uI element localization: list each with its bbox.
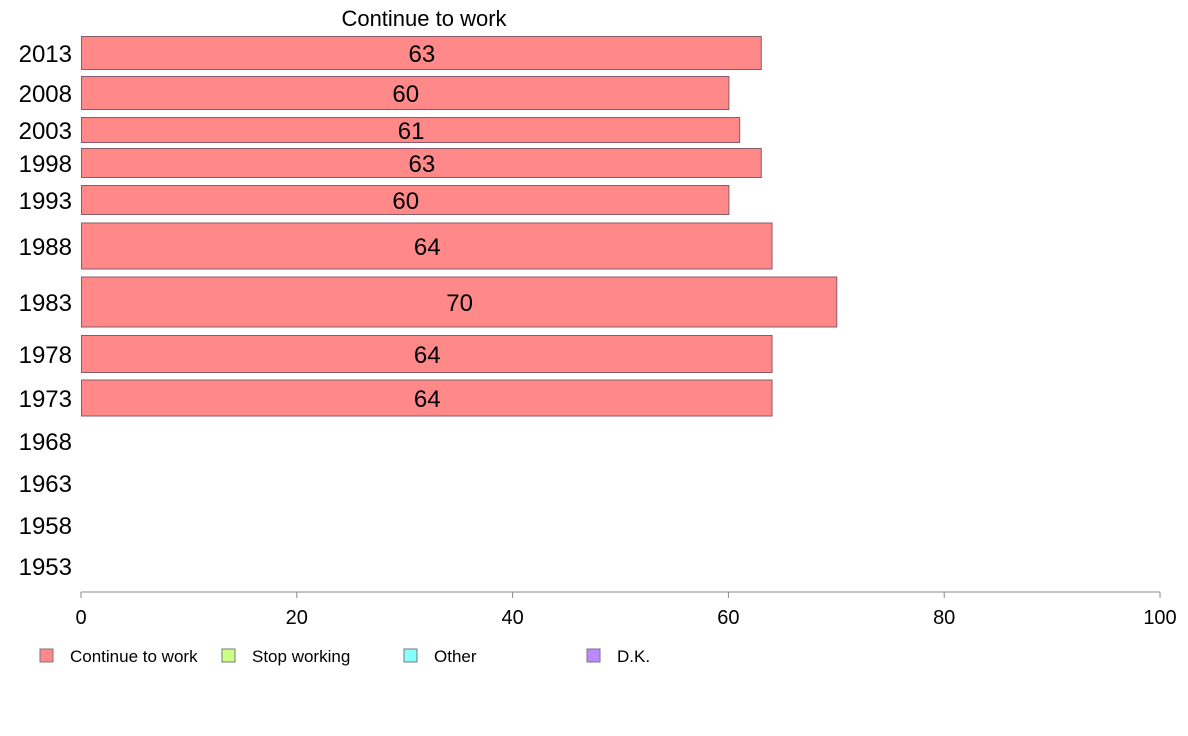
category-label: 1953 — [19, 554, 72, 581]
category-labels: 2013 2008 2003 1998 1993 1988 1983 1978 1973 1968… — [19, 41, 72, 581]
x-axis: 0 20 40 60 80 100 — [75, 591, 1177, 629]
bar — [81, 276, 838, 328]
category-label: 1998 — [19, 151, 72, 178]
bar-value-label: 64 — [414, 386, 441, 413]
bar — [81, 117, 741, 143]
x-tick-label: 0 — [75, 607, 86, 629]
bar — [81, 185, 730, 215]
category-label: 2008 — [19, 81, 72, 108]
bar — [81, 222, 773, 270]
category-label: 1988 — [19, 234, 72, 261]
bar-value-label: 64 — [414, 342, 441, 369]
legend-label: Continue to work — [70, 647, 198, 666]
x-tick-label: 100 — [1143, 607, 1176, 629]
category-label: 2013 — [19, 41, 72, 68]
category-label: 1958 — [19, 513, 72, 540]
legend-swatch — [586, 648, 601, 663]
bar-value-label: 64 — [414, 234, 441, 261]
category-label: 1993 — [19, 188, 72, 215]
category-label: 1973 — [19, 386, 72, 413]
bar — [81, 379, 773, 417]
bar — [81, 76, 730, 110]
category-label: 2003 — [19, 118, 72, 145]
x-tick-label: 40 — [501, 607, 523, 629]
legend-label: Stop working — [252, 647, 350, 666]
category-label: 1963 — [19, 471, 72, 498]
legend: Continue to work Stop working Other D.K. — [39, 647, 650, 666]
legend-label: Other — [434, 647, 477, 666]
legend-swatch — [221, 648, 236, 663]
legend-swatch — [403, 648, 418, 663]
legend-swatch — [39, 648, 54, 663]
category-label: 1968 — [19, 429, 72, 456]
chart-title: Continue to work — [341, 6, 507, 31]
legend-label: D.K. — [617, 647, 650, 666]
x-tick-label: 20 — [286, 607, 308, 629]
category-label: 1983 — [19, 290, 72, 317]
bar-value-label: 60 — [392, 81, 419, 108]
bar-value-label: 70 — [446, 290, 473, 317]
x-tick-label: 80 — [933, 607, 955, 629]
bar-value-label: 60 — [392, 188, 419, 215]
category-label: 1978 — [19, 342, 72, 369]
bar-value-label: 63 — [409, 151, 436, 178]
bar — [81, 335, 773, 373]
bar-value-label: 61 — [398, 118, 425, 145]
x-tick-label: 60 — [717, 607, 739, 629]
bar — [81, 36, 762, 70]
bar-value-label: 63 — [409, 41, 436, 68]
bar — [81, 148, 762, 178]
